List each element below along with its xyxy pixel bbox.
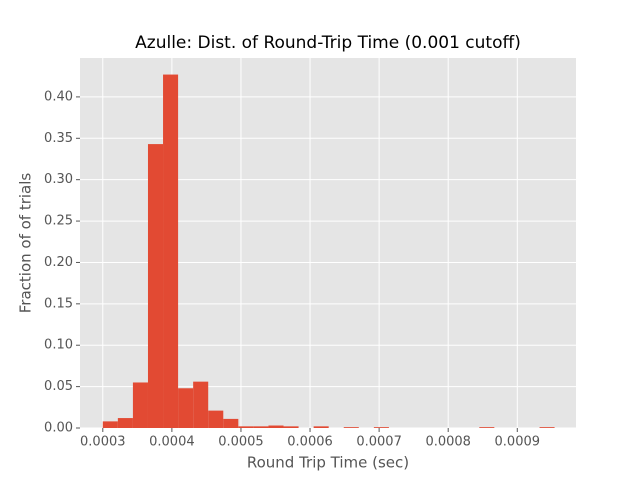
bar [479,427,495,428]
bar [223,418,239,428]
x-tick-label: 0.0009 [495,435,541,450]
bar [163,74,179,428]
bar [178,388,194,428]
x-tick-label: 0.0006 [287,435,333,450]
bar [208,410,224,428]
y-tick-label: 0.20 [44,255,73,270]
x-axis-label: Round Trip Time (sec) [247,454,409,472]
bar [373,427,389,428]
bar [343,427,359,428]
y-axis-label: Fraction of of trials [17,173,35,314]
bar [313,426,329,428]
y-tick-label: 0.30 [44,172,73,187]
y-tick-label: 0.05 [44,379,73,394]
y-tick-label: 0.35 [44,131,73,146]
y-tick-label: 0.00 [44,421,73,436]
y-tick-label: 0.25 [44,214,73,229]
bar [147,144,164,428]
bar [268,425,284,428]
bar [102,421,118,428]
bar [193,381,209,428]
bar [539,427,555,428]
x-tick-label: 0.0004 [149,435,195,450]
bar [132,382,148,428]
bar [238,426,254,428]
bar [283,426,299,428]
x-tick-label: 0.0008 [425,435,471,450]
chart-title: Azulle: Dist. of Round-Trip Time (0.001 … [135,33,521,53]
y-tick-label: 0.10 [44,338,73,353]
y-tick-label: 0.40 [44,89,73,104]
x-tick-label: 0.0003 [80,435,126,450]
bar [117,418,133,428]
y-tick-label: 0.15 [44,296,73,311]
x-tick-label: 0.0007 [356,435,402,450]
x-tick-label: 0.0005 [218,435,264,450]
bar [253,426,269,428]
